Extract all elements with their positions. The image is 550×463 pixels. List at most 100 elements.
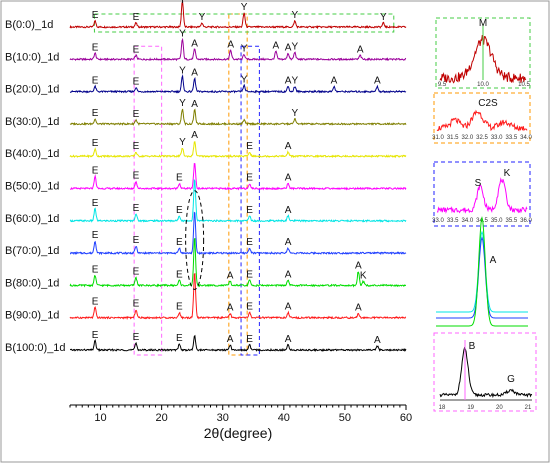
peak-label-4-1: E [133, 141, 140, 152]
series-label-5: B(50:0)_1d [5, 181, 59, 193]
peak-label-3-1: E [133, 109, 140, 120]
peak-label-5-4: E [246, 173, 253, 184]
peak-label-7-1: E [133, 235, 140, 246]
series-label-0: B(0:0)_1d [5, 19, 53, 31]
peak-label-0-1: E [133, 12, 140, 23]
inset-k-label: K [504, 168, 511, 179]
peak-label-2-1: E [133, 77, 140, 88]
peak-label-6-0: E [92, 198, 99, 209]
series-label-6: B(60:0)_1d [5, 213, 59, 225]
peak-label-6-1: E [133, 203, 140, 214]
inset-m-tick-2: 10.5 [518, 82, 530, 88]
peak-label-2-7: A [331, 76, 338, 87]
peak-label-1-9: A [357, 44, 364, 55]
inset-sk-frame [433, 161, 531, 227]
inset-sk-line [436, 177, 528, 214]
peak-label-4-4: E [246, 141, 253, 152]
x-axis-label: 2θ(degree) [204, 425, 273, 441]
highlight-boxes [93, 13, 395, 356]
x-tick-label-1: 20 [156, 412, 168, 424]
peak-label-1-0: E [92, 42, 99, 53]
peak-label-5-1: E [133, 171, 140, 182]
x-tick-label-2: 30 [217, 412, 229, 424]
peak-label-7-4: E [246, 237, 253, 248]
peak-label-2-6: Y [291, 76, 298, 87]
peak-label-8-2: E [176, 269, 183, 280]
inset-m-tick-0: 9.5 [438, 82, 447, 88]
peak-label-0-2: Y [179, 0, 186, 6]
peak-label-4-3: A [191, 130, 198, 141]
inset-c2s-tick-5: 33.5 [505, 135, 517, 141]
series-label-8: B(80:0)_1d [5, 277, 59, 289]
peak-label-8-7: A [355, 260, 362, 271]
peak-label-8-0: E [92, 264, 99, 275]
series-label-1: B(10:0)_1d [5, 51, 59, 63]
peak-label-3-3: A [191, 99, 198, 110]
peak-label-8-5: E [246, 269, 253, 280]
peak-label-1-5: Y [241, 43, 248, 54]
inset-a-label: A [490, 255, 497, 266]
x-axis: 10 20 30 40 50 60 [69, 404, 412, 424]
peak-label-10-2: E [176, 333, 183, 344]
series-line-0 [69, 0, 407, 30]
highlight-box-0 [133, 45, 163, 356]
inset-bg-frame [433, 332, 537, 412]
inset-bg-tick-1: 19 [467, 405, 474, 411]
peak-label-6-5: A [285, 205, 292, 216]
series-line-6 [69, 178, 407, 223]
inset-sk-tick-0: 33.0 [432, 218, 444, 224]
inset-c2s-tick-2: 32.0 [461, 135, 473, 141]
inset-sk-tick-4: 35.0 [491, 218, 503, 224]
peak-label-2-3: A [191, 68, 198, 79]
inset-a-line-1 [436, 236, 528, 319]
peak-label-2-2: Y [179, 66, 186, 77]
peak-label-10-6: A [285, 334, 292, 345]
peak-label-10-5: E [246, 334, 253, 345]
inset-bg-tick-0: 18 [439, 405, 446, 411]
series-group [69, 0, 407, 353]
peak-label-3-5: Y [291, 108, 298, 119]
peak-label-4-5: A [285, 141, 292, 152]
x-tick-label-5: 60 [400, 412, 412, 424]
inset-s-label: S [475, 178, 482, 189]
peak-label-5-0: E [92, 166, 99, 177]
peak-label-3-0: E [92, 108, 99, 119]
inset-c2s-label: C2S [478, 98, 498, 109]
inset-b-label: B [469, 341, 476, 352]
inset-c2s-tick-1: 31.5 [447, 135, 459, 141]
peak-label-1-7: A [285, 42, 292, 53]
highlight-box-2 [240, 45, 260, 356]
peak-label-9-7: A [355, 303, 362, 314]
series-label-7: B(70:0)_1d [5, 245, 59, 257]
peak-label-9-0: E [92, 297, 99, 308]
peak-label-8-4: A [227, 270, 234, 281]
peak-label-0-6: Y [380, 12, 387, 23]
peak-label-5-5: A [285, 173, 292, 184]
peak-label-2-8: A [374, 76, 381, 87]
peak-label-1-6: A [273, 40, 280, 51]
inset-bg-line [439, 346, 533, 399]
peak-label-9-6: A [285, 302, 292, 313]
series-line-7 [70, 211, 407, 256]
inset-bg: B G 18 19 20 21 [433, 332, 537, 412]
peak-label-4-0: E [92, 138, 99, 149]
inset-sk-tick-2: 34.0 [461, 218, 473, 224]
inset-sk-tick-6: 36.0 [520, 218, 532, 224]
peak-ellipse [185, 190, 205, 290]
inset-c2s-tick-6: 34.0 [520, 135, 532, 141]
series-line-8 [69, 238, 407, 288]
peak-label-0-3: Y [199, 12, 206, 23]
inset-m-label: M [479, 18, 487, 29]
peak-label-8-1: E [133, 266, 140, 277]
inset-c2s-tick-4: 33.0 [491, 135, 503, 141]
series-line-2 [69, 74, 407, 94]
peak-label-2-5: A [285, 76, 292, 87]
peak-label-0-0: E [92, 10, 99, 21]
inset-c2s-line [436, 109, 528, 132]
series-line-1 [69, 37, 407, 62]
series-line-3 [69, 108, 407, 127]
peak-label-4-2: Y [179, 137, 186, 148]
